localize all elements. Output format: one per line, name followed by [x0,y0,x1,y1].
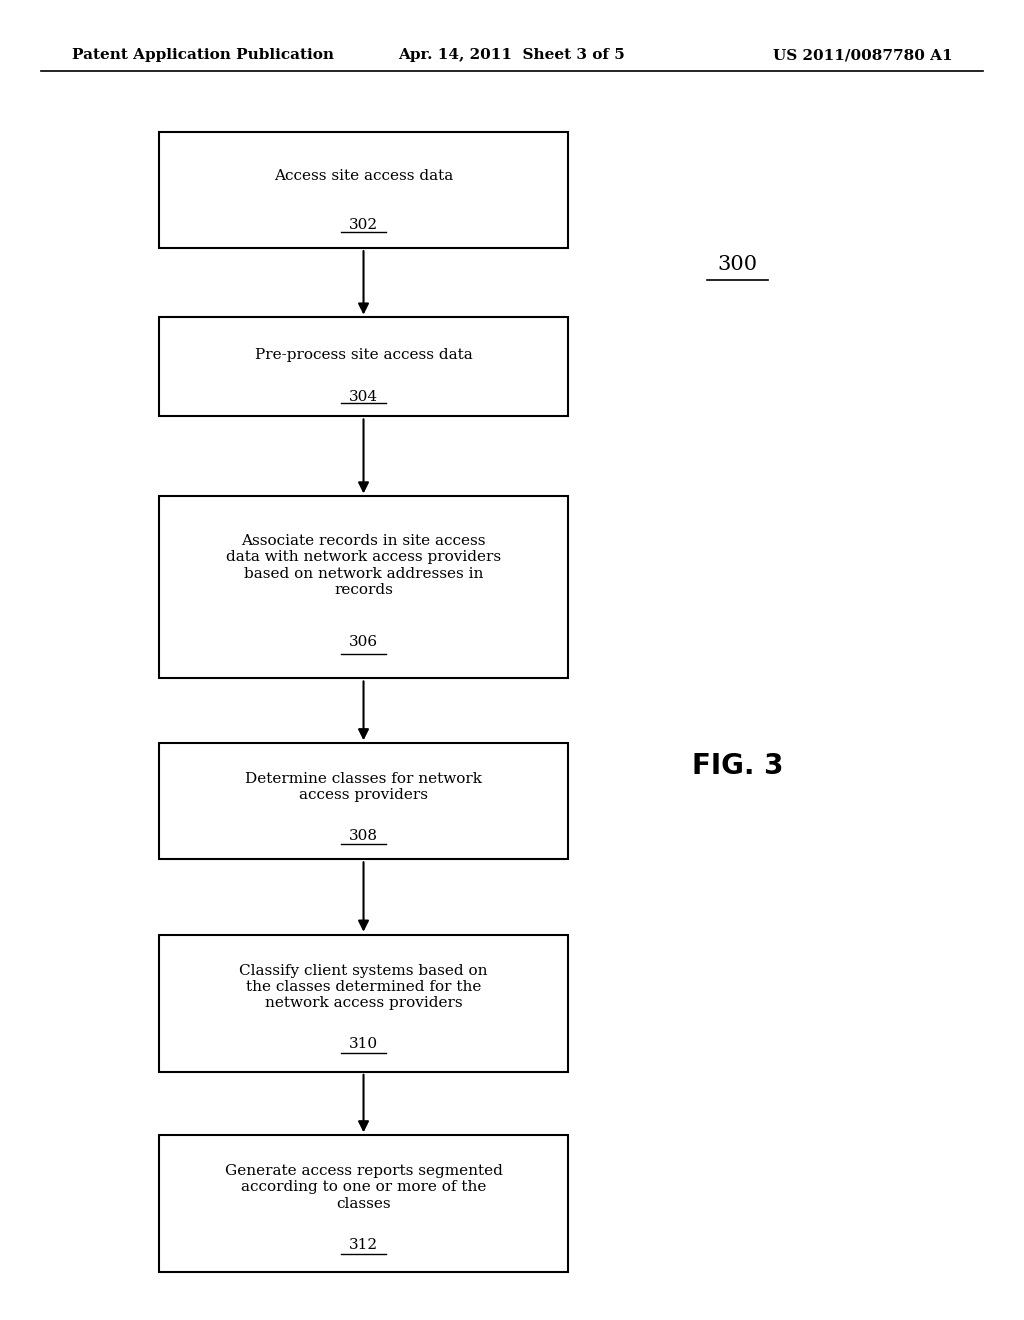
Text: Associate records in site access
data with network access providers
based on net: Associate records in site access data wi… [226,535,501,597]
Text: US 2011/0087780 A1: US 2011/0087780 A1 [773,49,952,62]
Text: 308: 308 [349,829,378,843]
Text: 300: 300 [717,255,758,273]
Text: 312: 312 [349,1238,378,1253]
Text: 302: 302 [349,218,378,232]
Bar [159,1135,568,1272]
Text: Access site access data: Access site access data [273,169,454,183]
Text: 306: 306 [349,635,378,649]
Bar [159,935,568,1072]
Text: Patent Application Publication: Patent Application Publication [72,49,334,62]
Text: Generate access reports segmented
according to one or more of the
classes: Generate access reports segmented accord… [224,1164,503,1210]
Text: 310: 310 [349,1038,378,1052]
Text: Classify client systems based on
the classes determined for the
network access p: Classify client systems based on the cla… [240,964,487,1010]
Text: Determine classes for network
access providers: Determine classes for network access pro… [245,772,482,803]
Text: Apr. 14, 2011  Sheet 3 of 5: Apr. 14, 2011 Sheet 3 of 5 [398,49,626,62]
Bar [159,132,568,248]
Text: 304: 304 [349,389,378,404]
Text: FIG. 3: FIG. 3 [691,751,783,780]
Bar [159,318,568,417]
Bar [159,743,568,859]
Text: Pre-process site access data: Pre-process site access data [255,348,472,362]
Bar [159,496,568,678]
